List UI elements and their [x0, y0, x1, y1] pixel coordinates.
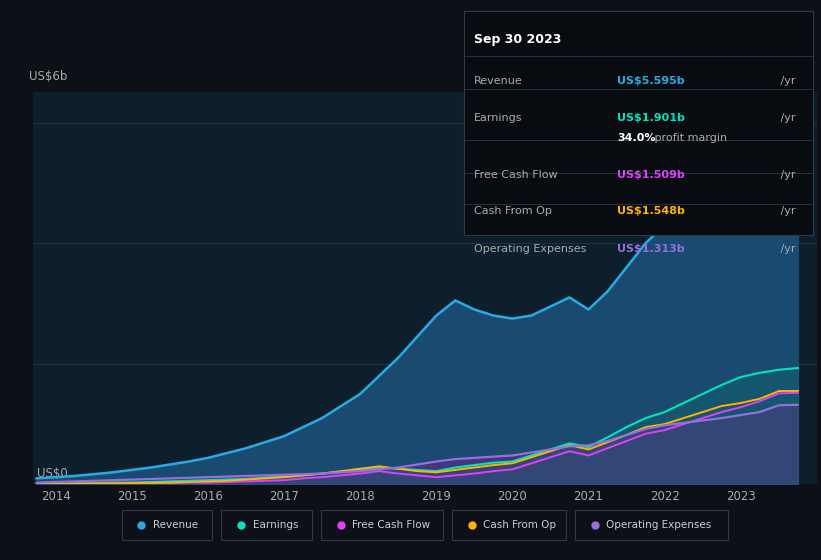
Text: Cash From Op: Cash From Op: [484, 520, 557, 530]
Text: Earnings: Earnings: [475, 113, 523, 123]
Text: /yr: /yr: [777, 170, 796, 180]
Text: Operating Expenses: Operating Expenses: [475, 244, 587, 254]
Text: 34.0%: 34.0%: [617, 133, 656, 143]
Text: Revenue: Revenue: [154, 520, 199, 530]
Text: /yr: /yr: [777, 206, 796, 216]
Text: Operating Expenses: Operating Expenses: [607, 520, 712, 530]
Text: /yr: /yr: [777, 244, 796, 254]
Text: US$1.901b: US$1.901b: [617, 113, 686, 123]
Text: US$6b: US$6b: [29, 69, 67, 83]
Text: Free Cash Flow: Free Cash Flow: [475, 170, 558, 180]
Text: /yr: /yr: [777, 76, 796, 86]
Text: US$5.595b: US$5.595b: [617, 76, 685, 86]
Text: US$0: US$0: [37, 466, 67, 480]
Text: Revenue: Revenue: [475, 76, 523, 86]
Text: Free Cash Flow: Free Cash Flow: [352, 520, 430, 530]
Text: Earnings: Earnings: [253, 520, 298, 530]
Text: US$1.509b: US$1.509b: [617, 170, 686, 180]
Text: profit margin: profit margin: [650, 133, 727, 143]
Text: US$1.548b: US$1.548b: [617, 206, 686, 216]
Text: Cash From Op: Cash From Op: [475, 206, 553, 216]
Text: /yr: /yr: [777, 113, 796, 123]
Text: US$1.313b: US$1.313b: [617, 244, 685, 254]
Text: Sep 30 2023: Sep 30 2023: [475, 32, 562, 46]
